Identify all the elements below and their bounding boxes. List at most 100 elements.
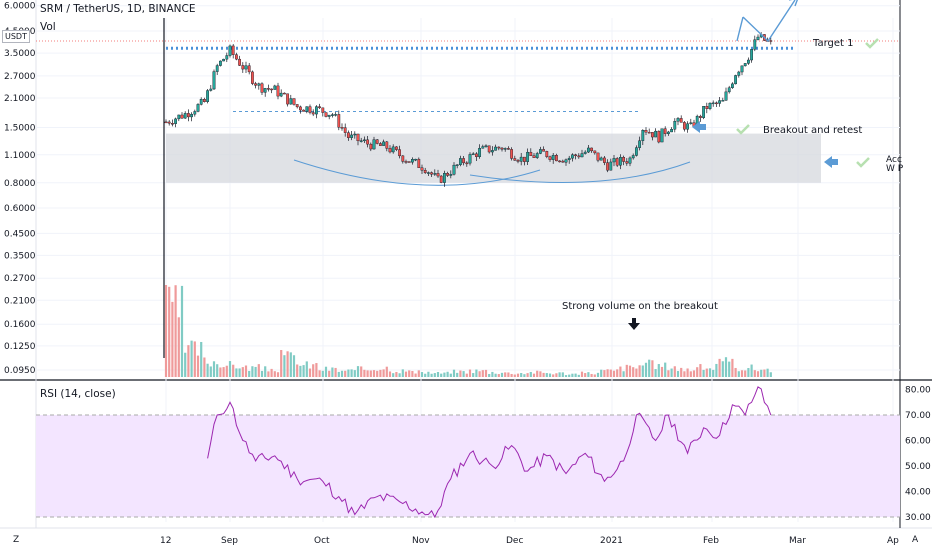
volume-bar: [270, 368, 273, 377]
volume-bar: [638, 365, 641, 377]
auto-scale-button[interactable]: A: [912, 535, 919, 545]
candle-body: [186, 113, 190, 118]
volume-bar: [766, 368, 769, 377]
candle-body: [740, 65, 744, 73]
volume-bar: [446, 371, 449, 377]
volume-bar: [526, 373, 529, 377]
symbol-title: SRM / TetherUS, 1D, BINANCE: [40, 3, 196, 15]
candle-body: [462, 158, 465, 164]
candle-body: [311, 112, 315, 115]
candle-body: [635, 147, 638, 156]
candle-body: [494, 146, 497, 151]
volume-bar: [558, 372, 561, 377]
rounding-bottom-arc-1: [293, 159, 541, 186]
volume-bar: [632, 367, 635, 377]
volume-bar: [219, 367, 222, 377]
candle-body: [420, 167, 424, 171]
price-tick-label: 0.2100: [4, 296, 36, 306]
candle-body: [167, 121, 171, 124]
candle-body: [679, 118, 683, 123]
volume-bar: [494, 373, 497, 377]
volume-bar: [382, 369, 385, 377]
candle-body: [702, 106, 706, 118]
volume-bar: [392, 373, 395, 377]
candle-body: [590, 147, 594, 152]
volume-bar: [651, 360, 654, 377]
candle-body: [295, 104, 299, 108]
volume-bar: [257, 364, 260, 377]
volume-bar: [718, 358, 721, 377]
candle-body: [276, 85, 280, 97]
volume-bar: [516, 373, 520, 377]
candle-body: [459, 158, 462, 165]
projection-start: [736, 16, 744, 42]
volume-bar: [200, 341, 203, 377]
volume-bar: [353, 370, 356, 377]
candle-body: [292, 98, 296, 105]
volume-bar: [657, 364, 660, 377]
volume-bar: [369, 370, 372, 377]
breakout-check-icon: [736, 124, 750, 135]
candle-body: [321, 107, 325, 113]
candle-body: [395, 146, 398, 150]
volume-bar: [648, 359, 651, 377]
candle-body: [484, 145, 488, 148]
volume-bar: [596, 372, 600, 377]
volume-bar: [264, 366, 267, 377]
volume-bar: [238, 368, 241, 377]
volume-bar: [372, 370, 376, 377]
candle-body: [308, 106, 312, 113]
volume-bar: [475, 369, 478, 377]
volume-bar: [603, 370, 606, 377]
volume-bar: [497, 374, 500, 377]
volume-bar: [686, 368, 689, 377]
candle-body: [583, 151, 587, 154]
volume-label: Vol: [40, 21, 56, 33]
volume-bar: [737, 371, 740, 377]
volume-bar: [520, 373, 523, 377]
candle-body: [699, 115, 702, 118]
candle-body: [747, 59, 750, 64]
volume-bar: [708, 368, 712, 377]
candle-body: [353, 133, 357, 136]
accumulation-annotation-1: Acc: [886, 155, 902, 165]
candle-body: [686, 123, 690, 130]
candle-body: [340, 127, 344, 129]
rsi-tick-label: 40.00: [905, 488, 931, 498]
candle-body: [564, 159, 568, 163]
candle-body: [411, 159, 414, 163]
candle-body: [247, 65, 251, 73]
candle-body: [673, 120, 677, 130]
candle-body: [587, 147, 590, 153]
volume-bar: [507, 372, 510, 377]
candle-body: [369, 143, 373, 150]
candle-body: [539, 149, 542, 154]
candle-body: [481, 146, 485, 149]
candle-body: [359, 140, 363, 142]
volume-bar: [395, 371, 398, 377]
candle-body: [503, 148, 507, 150]
volume-bar: [491, 371, 494, 377]
volume-bar: [286, 351, 289, 377]
volume-bar: [241, 367, 244, 377]
volume-bar: [340, 370, 344, 377]
volume-bar: [315, 363, 318, 377]
candle-body: [542, 149, 546, 152]
candle-body: [750, 49, 754, 61]
candle-body: [250, 71, 254, 84]
zoom-button[interactable]: Z: [13, 535, 20, 545]
volume-bar: [168, 286, 171, 377]
volume-bar: [433, 373, 436, 377]
volume-bar: [625, 364, 628, 377]
candle-body: [289, 98, 293, 105]
volume-bar: [542, 372, 545, 377]
volume-bar: [670, 368, 673, 377]
volume-bar: [379, 369, 382, 377]
price-tick-label: 0.1600: [4, 320, 36, 330]
volume-annotation: Strong volume on the breakout: [562, 301, 718, 312]
candle-body: [356, 133, 360, 142]
volume-bar: [376, 370, 379, 377]
candle-body: [209, 88, 213, 91]
volume-bar: [190, 340, 193, 377]
